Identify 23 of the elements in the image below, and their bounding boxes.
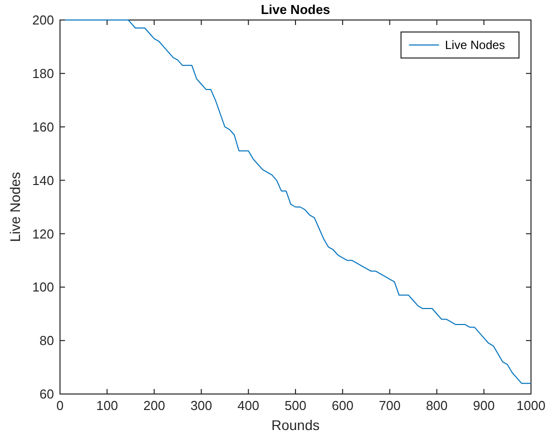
- y-tick-label: 180: [32, 66, 54, 81]
- x-tick-label: 600: [332, 398, 354, 413]
- y-tick-label: 80: [40, 333, 54, 348]
- y-tick-label: 140: [32, 172, 54, 188]
- x-tick-label: 100: [96, 398, 118, 413]
- x-tick-label: 300: [190, 398, 212, 413]
- y-tick-label: 100: [32, 280, 54, 295]
- y-axis-title: Live Nodes: [7, 172, 23, 242]
- y-tick-label: 60: [40, 386, 54, 402]
- x-tick-label: 500: [284, 398, 306, 413]
- legend-label: Live Nodes: [445, 38, 506, 52]
- chart-title: Live Nodes: [260, 2, 330, 17]
- x-tick-label: 200: [143, 398, 166, 413]
- x-tick-label: 700: [378, 398, 401, 413]
- y-tick-label: 120: [32, 226, 54, 242]
- x-tick-label: 1000: [516, 398, 546, 413]
- x-tick-label: 800: [426, 398, 448, 413]
- x-tick-label: 400: [238, 398, 260, 413]
- x-tick-label: 0: [56, 398, 64, 413]
- y-tick-label: 160: [32, 119, 54, 134]
- x-tick-label: 900: [473, 398, 495, 413]
- y-tick-label: 200: [32, 12, 54, 28]
- x-axis-title: Rounds: [271, 417, 320, 433]
